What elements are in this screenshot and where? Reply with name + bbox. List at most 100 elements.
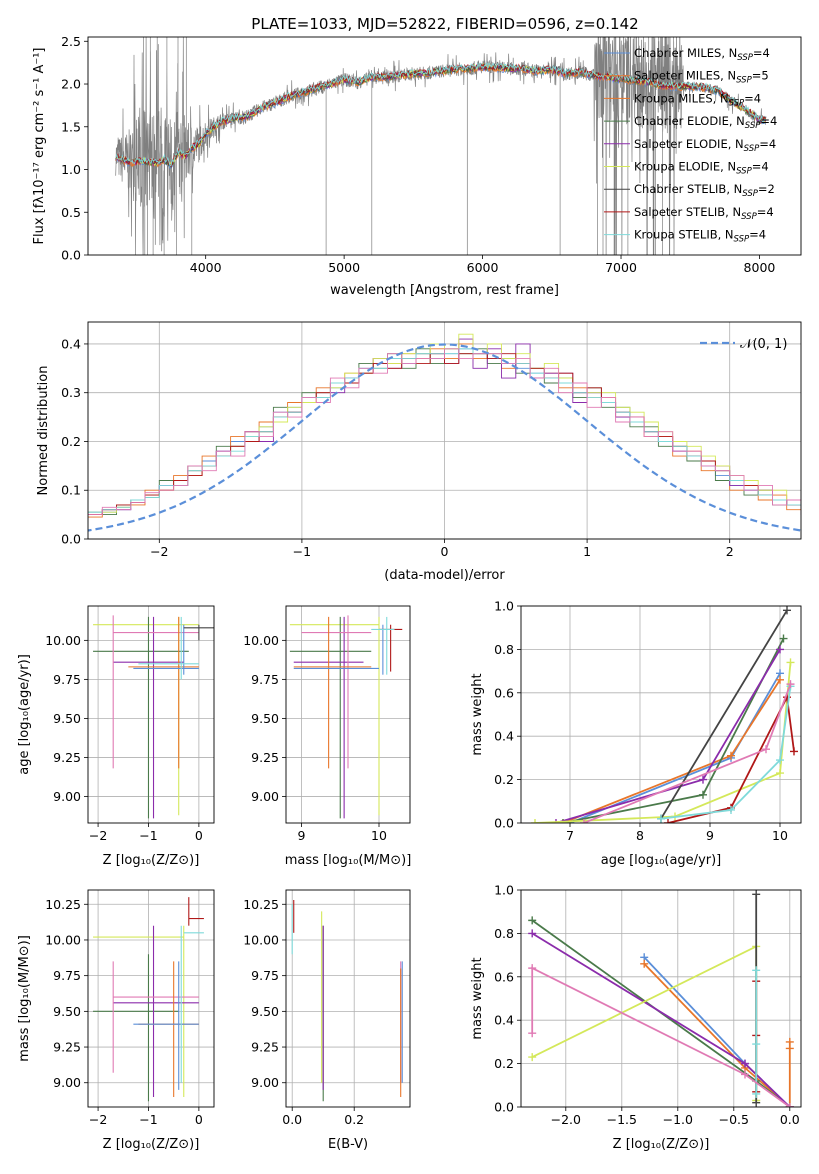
x-tick-label: 0: [441, 544, 449, 559]
y-tick-label: 9.25: [53, 1040, 81, 1055]
y-tick-label: 9.75: [53, 672, 81, 687]
x-tick-label: 0.0: [282, 1112, 302, 1127]
series-marker: [531, 819, 539, 823]
massweight_vs_Z-chart: −2.0 −1.5 −1.0 −0.5 0.0 0.0 0.2 0.4 0.6 0.8 1.0 Z […: [470, 883, 802, 1152]
histogram-line: [88, 348, 801, 520]
x-tick-label: 6000: [467, 260, 499, 275]
y-tick-label: 0.4: [494, 1013, 514, 1028]
series-marker: [752, 1089, 761, 1098]
series-marker: [727, 751, 735, 760]
series-marker: [790, 747, 798, 756]
x-tick-label: −0.5: [719, 1112, 749, 1127]
y-tick-label: 1.0: [494, 883, 514, 898]
series-marker: [657, 814, 665, 823]
series-marker: [580, 819, 588, 823]
y-tick-label: 0.0: [61, 248, 81, 263]
y-tick-label: 0.6: [494, 685, 514, 700]
y-axis-label: mass weight: [470, 957, 485, 1039]
x-tick-label: −2: [150, 544, 168, 559]
x-tick-label: 0: [195, 1112, 203, 1127]
y-tick-label: 0.8: [494, 926, 514, 941]
y-tick-label: 2.0: [61, 77, 81, 92]
y-tick-label: 0.1: [61, 483, 81, 498]
y-tick-label: 0.6: [494, 969, 514, 984]
y-tick-label: 1.0: [61, 162, 81, 177]
mass_vs_EBV-chart: 0.0 0.2 9.00 9.25 9.50 9.75 10.00 10.25 E(B-V): [243, 889, 411, 1152]
series-marker: [786, 658, 795, 667]
series-marker: [776, 675, 784, 684]
legend-entry: Kroupa MILES, NSSP=4: [634, 91, 761, 108]
series-marker: [786, 680, 795, 689]
series-line: [660, 609, 788, 820]
y-tick-label: 10.00: [243, 932, 279, 947]
spectrum-chart: 4000 5000 6000 7000 8000 0.0 0.5 1.0 1.5 2.0 2.5 wa…: [32, 34, 802, 298]
legend: Chabrier MILES, NSSP=4 Salpeter MILES, NS…: [604, 46, 777, 245]
y-tick-label: 0.8: [494, 642, 514, 657]
y-tick-label: 1.5: [61, 119, 81, 134]
model-line: [115, 61, 766, 167]
y-tick-label: 9.25: [251, 750, 279, 765]
x-axis-label: age [log₁₀(age/yr)]: [601, 853, 722, 868]
x-tick-label: 9: [298, 828, 306, 843]
series-marker: [741, 1059, 749, 1068]
axes-frame: [87, 605, 215, 824]
y-tick-label: 0.2: [61, 434, 81, 449]
residuals-chart: −2 −1 0 1 2 0.0 0.1 0.2 0.3 0.4 (data-model)/error…: [36, 321, 802, 583]
series-marker: [552, 819, 560, 823]
x-axis-label: wavelength [Angstrom, rest frame]: [330, 283, 559, 298]
axes-frame: [87, 36, 802, 256]
x-tick-label: 2: [726, 544, 734, 559]
plot-area: [93, 897, 204, 1102]
y-tick-label: 0.2: [494, 772, 514, 787]
series-marker: [528, 916, 537, 925]
y-tick-label: 10.25: [45, 897, 81, 912]
series-marker: [762, 745, 770, 754]
y-tick-label: 9.25: [53, 750, 81, 765]
y-tick-label: 9.00: [251, 1075, 279, 1090]
y-tick-label: 0.4: [61, 336, 81, 351]
y-tick-label: 9.75: [251, 672, 279, 687]
legend-entry: Salpeter ELODIE, NSSP=4: [634, 137, 776, 154]
y-tick-label: 9.50: [53, 711, 81, 726]
axes-frame: [520, 889, 802, 1108]
y-tick-label: 9.50: [53, 1004, 81, 1019]
legend-entry: Kroupa STELIB, NSSP=4: [634, 228, 766, 245]
y-axis-label: mass weight: [470, 673, 485, 755]
series-marker: [528, 929, 537, 938]
x-axis-label: Z [log₁₀(Z/Z⊙)]: [613, 1137, 710, 1152]
x-tick-label: −2: [89, 828, 107, 843]
y-tick-label: 0.2: [494, 1056, 514, 1071]
series-marker: [752, 966, 761, 975]
x-axis-label: Z [log₁₀(Z/Z⊙)]: [103, 1137, 200, 1152]
plot-area: [93, 615, 214, 819]
axes-frame: [87, 321, 802, 540]
series-marker: [776, 645, 784, 654]
y-tick-label: 10.25: [243, 897, 279, 912]
axes-frame: [285, 605, 411, 824]
y-tick-label: 10.00: [45, 633, 81, 648]
y-axis-label: Normed distribution: [36, 366, 51, 496]
age_vs_mass-chart: 9 10 9.00 9.25 9.50 9.75 10.00 mass [log₁₀(M/M⊙…: [243, 605, 412, 868]
plot-area: [115, 37, 767, 255]
y-tick-label: 0.0: [494, 816, 514, 831]
y-tick-label: 9.00: [251, 789, 279, 804]
series-marker: [779, 634, 788, 643]
y-tick-label: 2.5: [61, 34, 81, 49]
legend-entry: 𝒩(0, 1): [740, 337, 787, 352]
y-tick-label: 0.4: [494, 729, 514, 744]
x-axis-label: Z [log₁₀(Z/Z⊙)]: [103, 853, 200, 868]
series-marker: [699, 790, 707, 799]
y-tick-label: 0.0: [61, 532, 81, 547]
x-axis-label: mass [log₁₀(M/M⊙)]: [285, 853, 412, 868]
x-tick-label: 4000: [190, 260, 222, 275]
plot-area: [289, 615, 403, 819]
y-tick-label: 9.75: [251, 968, 279, 983]
series-marker: [528, 964, 537, 973]
x-tick-label: 10: [371, 828, 387, 843]
histogram-line: [88, 348, 801, 520]
x-tick-label: 5000: [328, 260, 360, 275]
legend-entry: Salpeter STELIB, NSSP=4: [634, 205, 774, 222]
plot-area: [88, 333, 801, 532]
series-line: [531, 966, 791, 1107]
x-tick-label: −1: [293, 544, 311, 559]
